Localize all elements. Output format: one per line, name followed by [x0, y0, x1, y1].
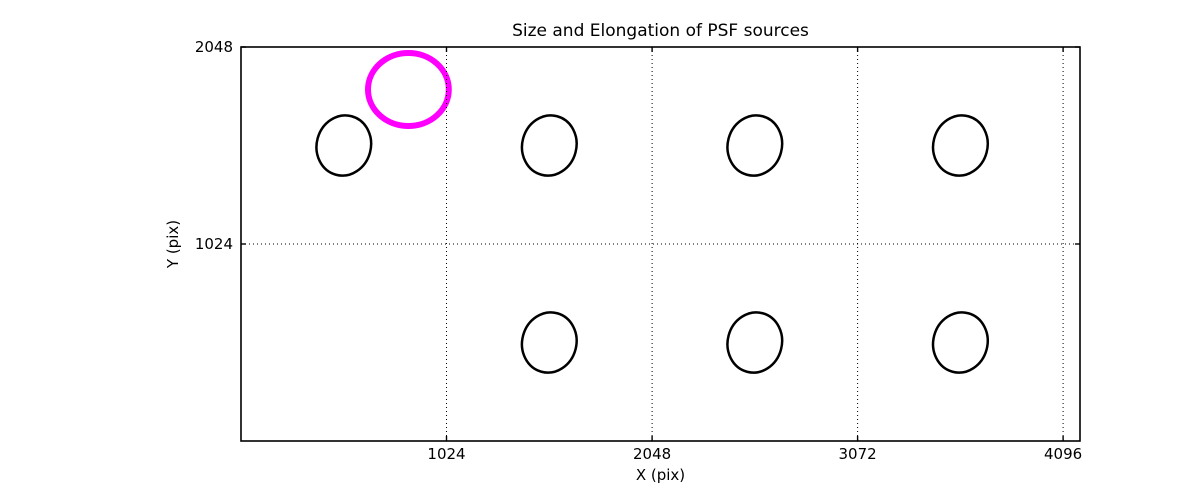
psf-ellipse: [520, 311, 578, 374]
x-tick-label: 3072: [838, 445, 877, 463]
y-tick-label: 1024: [194, 235, 233, 253]
y-tick-label: 2048: [194, 38, 233, 56]
psf-ellipse: [726, 114, 784, 177]
x-tick-label: 4096: [1044, 445, 1083, 463]
x-tick-label: 1024: [427, 445, 466, 463]
x-tick-label: 2048: [633, 445, 672, 463]
highlighted-psf-ellipse: [365, 50, 452, 129]
psf-ellipse: [931, 311, 989, 374]
psf-ellipse: [520, 114, 578, 177]
psf-ellipse: [931, 114, 989, 177]
x-axis-label: X (pix): [635, 466, 686, 484]
axes-frame: [240, 46, 1081, 442]
psf-ellipse: [726, 311, 784, 374]
chart-title: Size and Elongation of PSF sources: [512, 21, 809, 41]
psf-ellipse: [315, 114, 373, 177]
